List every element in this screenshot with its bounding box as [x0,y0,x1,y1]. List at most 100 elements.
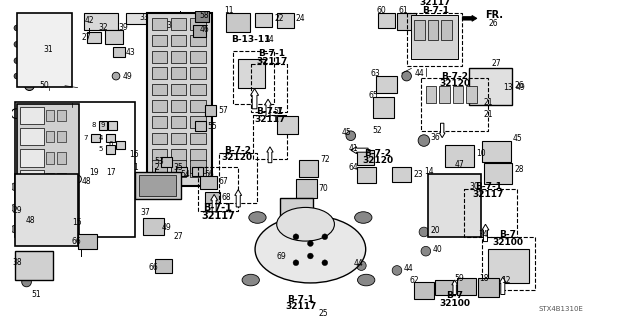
Text: 17: 17 [106,168,116,177]
Circle shape [293,260,299,266]
Bar [251,63,287,112]
Circle shape [392,266,402,275]
Circle shape [293,234,299,240]
Text: 6: 6 [108,141,113,147]
Bar [46,152,54,164]
Bar [152,149,167,161]
Bar [253,115,287,159]
Ellipse shape [355,212,372,223]
Bar [193,25,207,37]
Text: B-7-1: B-7-1 [475,182,502,191]
Bar [99,121,108,130]
Text: B-7-2: B-7-2 [224,146,251,155]
Text: 67: 67 [219,177,228,186]
Text: 49: 49 [123,71,132,81]
Text: 49: 49 [515,83,525,92]
Bar [414,282,433,299]
Bar [376,76,397,93]
Text: 52: 52 [372,126,381,136]
Bar [296,179,317,198]
Circle shape [24,81,35,91]
Bar [58,173,66,185]
Ellipse shape [249,212,266,223]
Bar [439,86,450,103]
Bar [299,160,318,177]
Text: 45: 45 [341,128,351,137]
Bar [20,107,44,124]
Bar [46,131,54,143]
Text: B-7: B-7 [499,230,516,239]
FancyArrow shape [499,277,506,294]
Text: 34: 34 [479,230,488,239]
Bar [152,84,167,95]
Text: 47: 47 [454,160,465,169]
Text: 34: 34 [264,35,274,44]
FancyArrow shape [267,147,273,163]
Text: 54: 54 [180,170,190,179]
Text: 55: 55 [207,122,217,130]
Text: 36: 36 [431,133,440,142]
Text: 64: 64 [349,163,358,172]
Text: 7: 7 [83,135,88,141]
Text: 57: 57 [218,106,228,115]
Text: 50: 50 [39,81,49,90]
Bar [15,174,77,246]
Bar [20,149,44,167]
FancyArrow shape [264,99,271,116]
Text: 5: 5 [99,146,103,152]
Text: 11: 11 [224,6,234,15]
Bar [171,19,186,30]
Bar [108,121,117,130]
Text: B-7-2: B-7-2 [441,71,468,81]
Bar [195,121,205,131]
Text: 4: 4 [99,135,103,141]
Text: 23: 23 [413,170,423,179]
Text: 72: 72 [320,155,330,164]
Text: 43: 43 [125,48,136,56]
Circle shape [419,227,429,237]
Text: 58: 58 [200,11,209,20]
Bar [17,104,79,234]
Bar [373,97,394,118]
Text: 20: 20 [431,226,440,234]
Bar [190,100,205,112]
Bar [195,11,209,22]
Text: 60: 60 [377,6,387,15]
Bar [255,12,272,27]
Text: 32117: 32117 [473,190,504,199]
Ellipse shape [242,274,259,286]
Text: 44: 44 [404,264,413,273]
Circle shape [14,58,20,63]
Text: 24: 24 [296,14,305,23]
Text: 48: 48 [81,177,91,186]
Text: 19: 19 [89,168,99,177]
Circle shape [322,260,328,266]
Bar [152,19,167,30]
Text: 30: 30 [469,182,479,191]
Text: 27: 27 [173,232,184,241]
Text: 28: 28 [515,165,524,174]
Bar [84,12,118,30]
Bar [58,152,66,164]
Text: 32117: 32117 [201,211,235,221]
Bar [190,133,205,145]
Bar [171,166,186,177]
Text: 44: 44 [354,259,364,268]
Bar [15,251,54,280]
Text: 39: 39 [118,23,128,32]
Bar [58,194,66,206]
Bar [484,163,513,184]
Text: 21: 21 [484,98,493,107]
Bar [46,194,54,206]
Text: 25: 25 [318,309,328,318]
Text: 48: 48 [26,216,35,225]
Text: 32100: 32100 [492,238,523,247]
Bar [152,133,167,145]
Text: B-7-1: B-7-1 [422,6,449,15]
Bar [154,259,172,273]
Text: 41: 41 [349,144,358,153]
Text: 66: 66 [148,263,159,272]
Text: 32117: 32117 [420,0,451,7]
Bar [190,116,205,128]
Circle shape [307,253,313,259]
